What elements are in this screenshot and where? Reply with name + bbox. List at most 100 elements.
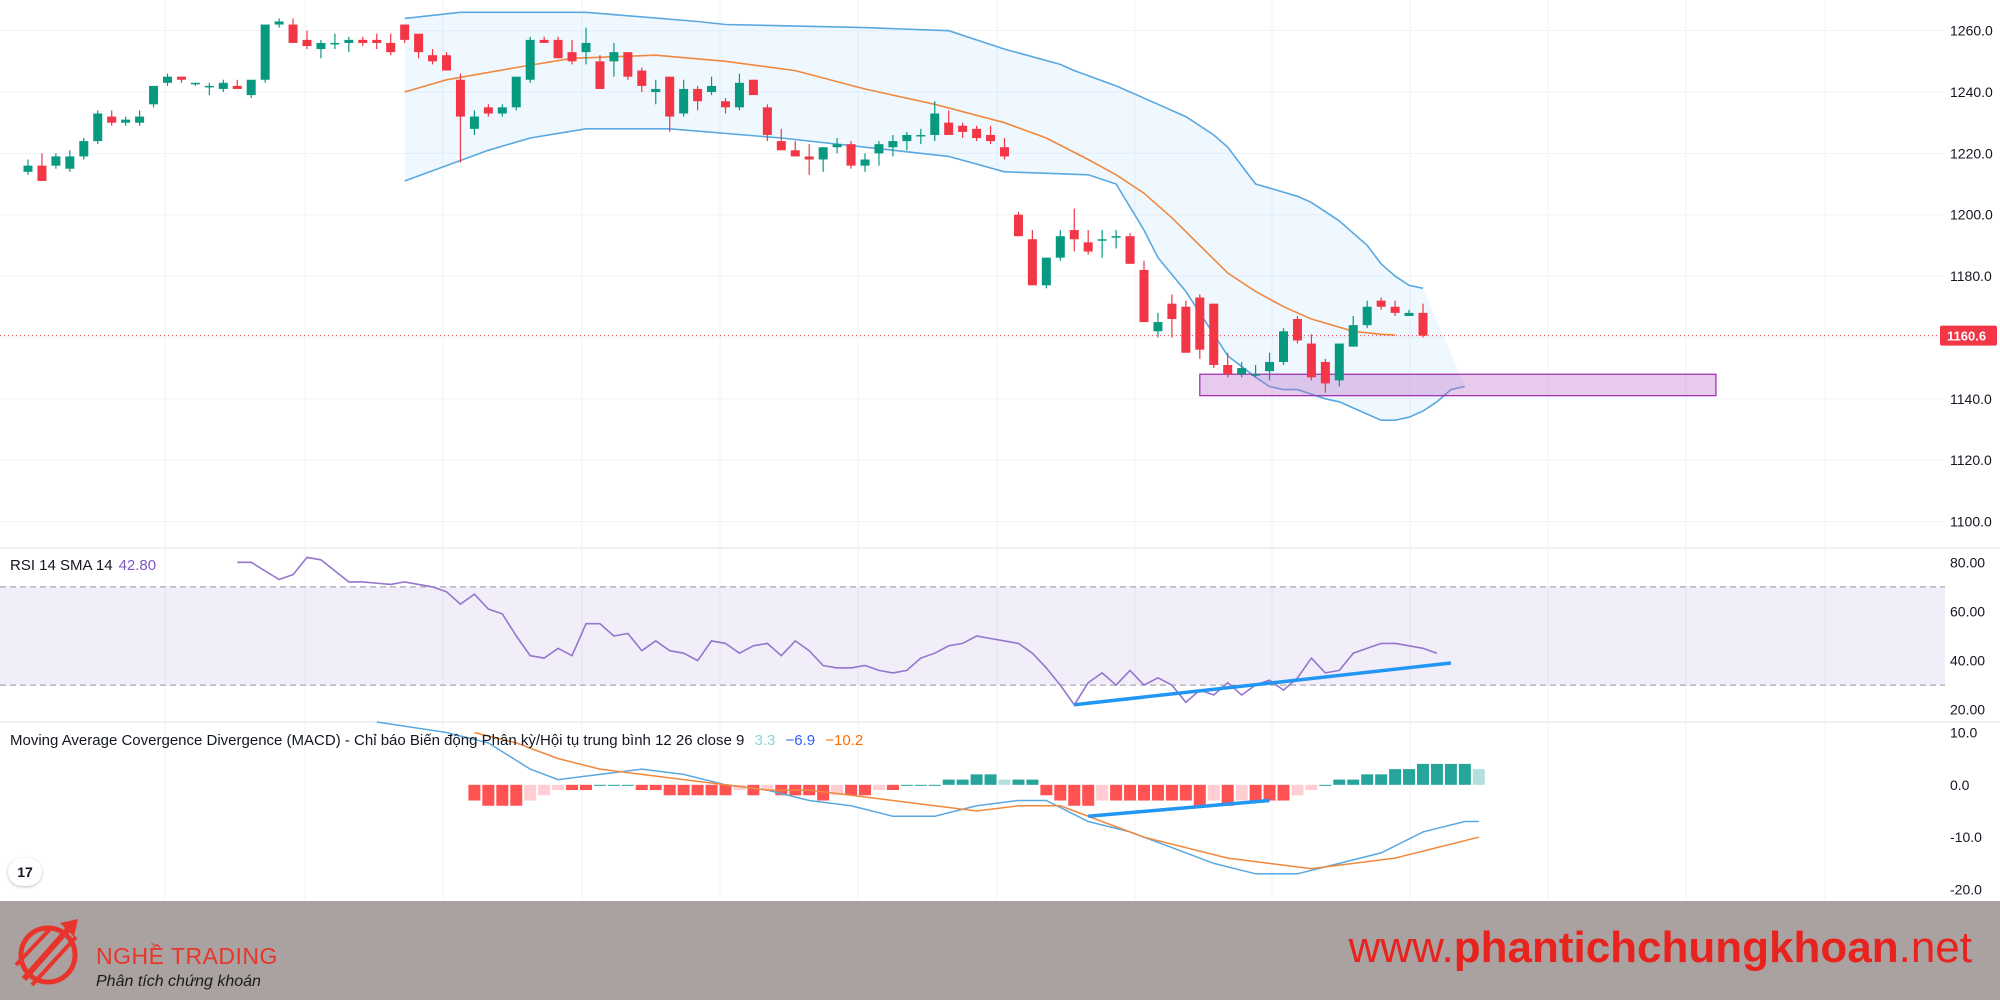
macd-histogram-bar bbox=[621, 784, 634, 786]
bollinger-upper-line bbox=[404, 11, 1424, 290]
candle-body bbox=[1320, 361, 1330, 384]
macd-histogram-bar bbox=[1403, 769, 1416, 785]
candle-body bbox=[930, 113, 940, 135]
macd-histogram-bar bbox=[942, 779, 955, 785]
price-axis-tick: 1200.0 bbox=[1950, 207, 1993, 223]
price-axis-tick: 1120.0 bbox=[1950, 452, 1992, 468]
candle-body bbox=[651, 88, 661, 93]
support-zone-rect bbox=[1199, 373, 1717, 397]
macd-title: Moving Average Covergence Divergence (MA… bbox=[10, 732, 745, 749]
candle-body bbox=[428, 55, 438, 62]
macd-histogram-bar bbox=[817, 784, 830, 801]
candle-body bbox=[1195, 297, 1205, 350]
candle-body bbox=[944, 122, 954, 135]
macd-histogram-bar bbox=[1305, 784, 1318, 791]
macd-histogram-bar bbox=[1110, 784, 1123, 801]
macd-histogram-bar bbox=[566, 784, 579, 791]
macd-histogram-value: 3.3 bbox=[754, 732, 776, 749]
macd-histogram-bar bbox=[886, 784, 899, 791]
price-axis-tick: 1260.0 bbox=[1950, 23, 1993, 39]
candle-body bbox=[1251, 374, 1261, 376]
macd-histogram-bar bbox=[1165, 784, 1178, 801]
candle-body bbox=[874, 144, 884, 154]
macd-histogram-bar bbox=[1124, 784, 1137, 801]
candle-body bbox=[1069, 230, 1079, 240]
candle-body bbox=[1265, 361, 1275, 372]
candle-body bbox=[1334, 343, 1344, 381]
price-axis-tick: 1240.0 bbox=[1950, 84, 1993, 100]
candle-body bbox=[1390, 306, 1400, 313]
macd-histogram-bar bbox=[1333, 779, 1346, 785]
tradingview-logo-icon[interactable]: 17 bbox=[8, 858, 42, 886]
macd-line bbox=[376, 721, 1479, 875]
candle-body bbox=[665, 76, 675, 117]
macd-histogram-bar bbox=[859, 784, 871, 796]
candle-body bbox=[721, 101, 730, 108]
macd-histogram-bar bbox=[580, 784, 592, 791]
candle-body bbox=[1111, 236, 1121, 238]
rsi-axis-tick: 20.00 bbox=[1950, 702, 1985, 718]
website-url[interactable]: www.phantichchungkhoan.net bbox=[1349, 923, 1972, 973]
macd-histogram-bar bbox=[831, 784, 844, 796]
bollinger-fill bbox=[404, 12, 1465, 421]
macd-legend: Moving Average Covergence Divergence (MA… bbox=[10, 732, 863, 749]
candle-body bbox=[762, 107, 772, 135]
last-price-label: 1160.6 bbox=[1947, 329, 1986, 344]
candle-body bbox=[288, 24, 298, 43]
candle-body bbox=[1097, 239, 1107, 241]
candle-body bbox=[1167, 303, 1177, 320]
macd-histogram-bar bbox=[1151, 784, 1164, 801]
candle-body bbox=[414, 33, 424, 53]
url-domain: phantichchungkhoan bbox=[1453, 923, 1899, 972]
rsi-axis-tick: 60.00 bbox=[1950, 603, 1985, 619]
macd-histogram-bar bbox=[1082, 784, 1095, 806]
candle-body bbox=[1223, 365, 1233, 375]
candle-body bbox=[818, 147, 828, 160]
macd-axis-tick: 0.0 bbox=[1950, 777, 1970, 793]
candle-body bbox=[386, 42, 396, 53]
candle-body bbox=[888, 141, 898, 148]
rsi-value: 42.80 bbox=[118, 557, 157, 574]
macd-histogram-bar bbox=[705, 784, 718, 796]
candle-body bbox=[972, 128, 982, 139]
candle-body bbox=[483, 107, 493, 114]
candle-body bbox=[846, 144, 856, 166]
candle-body bbox=[107, 116, 117, 123]
macd-histogram-bar bbox=[552, 784, 565, 791]
candle-body bbox=[190, 82, 200, 85]
chart-area[interactable]: 1260.01240.01220.01200.01180.01160.01140… bbox=[0, 0, 2000, 900]
candle-body bbox=[553, 39, 563, 59]
candle-body bbox=[1292, 319, 1302, 341]
macd-histogram-bar bbox=[1068, 784, 1081, 806]
macd-histogram-bar bbox=[1138, 784, 1150, 801]
rsi-title: RSI 14 SMA 14 bbox=[10, 557, 113, 574]
candle-body bbox=[581, 42, 591, 53]
macd-histogram-bar bbox=[1179, 784, 1192, 801]
macd-histogram-bar bbox=[635, 784, 648, 791]
price-axis-tick: 1220.0 bbox=[1950, 145, 1993, 161]
macd-histogram-bar bbox=[984, 774, 997, 785]
macd-histogram-bar bbox=[1291, 784, 1304, 796]
candle-body bbox=[93, 113, 103, 142]
macd-axis-tick: -10.0 bbox=[1950, 829, 1982, 845]
candle-body bbox=[1083, 242, 1093, 252]
candle-body bbox=[609, 52, 619, 62]
rsi-band-fill bbox=[0, 586, 1945, 686]
chart-canvas[interactable]: 1260.01240.01220.01200.01180.01160.01140… bbox=[0, 0, 2000, 900]
macd-histogram-bar bbox=[1375, 774, 1388, 785]
macd-signal-line bbox=[474, 731, 1479, 870]
macd-histogram-bar bbox=[496, 784, 509, 806]
url-suffix: .net bbox=[1898, 923, 1972, 972]
candle-body bbox=[1209, 303, 1219, 366]
macd-histogram-bar bbox=[928, 784, 941, 786]
macd-histogram-bar bbox=[1389, 769, 1402, 785]
candle-body bbox=[832, 144, 842, 148]
macd-histogram-bar bbox=[1458, 763, 1471, 785]
price-axis-tick: 1180.0 bbox=[1950, 268, 1992, 284]
rsi-divergence-line bbox=[1074, 661, 1452, 707]
macd-histogram-bar bbox=[607, 784, 620, 786]
macd-histogram-bar bbox=[845, 784, 858, 796]
candle-body bbox=[707, 85, 717, 93]
candle-body bbox=[693, 88, 703, 102]
candle-body bbox=[567, 52, 577, 62]
